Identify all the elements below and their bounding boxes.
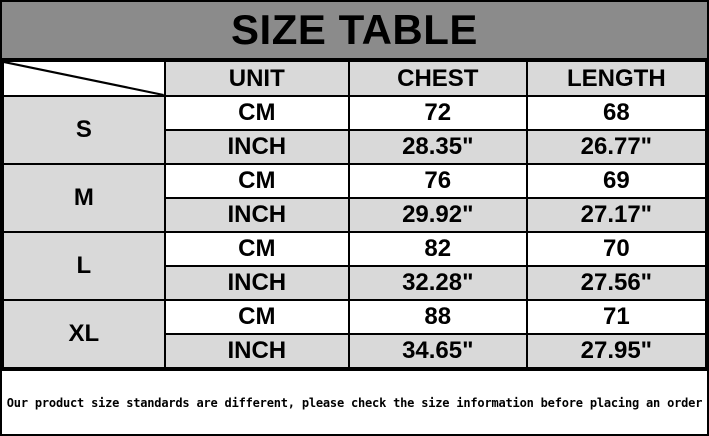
table-row: S CM 72 68 [2,95,708,165]
table-row: M CM 76 69 [2,163,708,233]
size-label-m: M [2,163,166,233]
diagonal-line-icon [4,63,163,94]
unit-cell: CM [163,299,350,335]
header-row: UNIT CHEST LENGTH [2,60,708,97]
chest-cell: 88 [347,299,528,335]
unit-cell: CM [163,231,350,267]
unit-cell: CM [163,163,350,199]
unit-cell: INCH [163,333,350,369]
size-table: UNIT CHEST LENGTH S CM 72 68 INCH 28.35"… [2,60,708,369]
unit-cell: INCH [163,265,350,301]
length-cell: 68 [525,95,708,131]
chest-cell: 29.92" [347,197,528,233]
unit-cell: INCH [163,129,350,165]
table-row: XL CM 88 71 [2,299,708,369]
footnote: Our product size standards are different… [2,369,707,434]
length-cell: 71 [525,299,708,335]
length-cell: 27.17" [525,197,708,233]
size-label-l: L [2,231,166,301]
length-cell: 27.95" [525,333,708,369]
table-row: INCH 32.28" 27.56" [3,265,708,301]
column-header-length: LENGTH [525,60,708,97]
diagonal-corner-cell [2,60,166,97]
chest-cell: 34.65" [347,333,528,369]
column-header-unit: UNIT [163,60,350,97]
length-cell: 69 [525,163,708,199]
length-cell: 26.77" [525,129,708,165]
page-title: SIZE TABLE [2,2,707,60]
unit-cell: INCH [163,197,350,233]
size-label-s: S [2,95,166,165]
table-row: INCH 29.92" 27.17" [3,197,708,233]
length-cell: 70 [525,231,708,267]
length-cell: 27.56" [525,265,708,301]
chest-cell: 72 [347,95,528,131]
table-row: L CM 82 70 [2,231,708,301]
size-label-xl: XL [2,299,166,369]
chest-cell: 76 [347,163,528,199]
table-row: INCH 34.65" 27.95" [3,333,708,369]
table-row: INCH 28.35" 26.77" [3,129,708,165]
column-header-chest: CHEST [347,60,528,97]
chest-cell: 82 [347,231,528,267]
unit-cell: CM [163,95,350,131]
chest-cell: 32.28" [347,265,528,301]
chest-cell: 28.35" [347,129,528,165]
